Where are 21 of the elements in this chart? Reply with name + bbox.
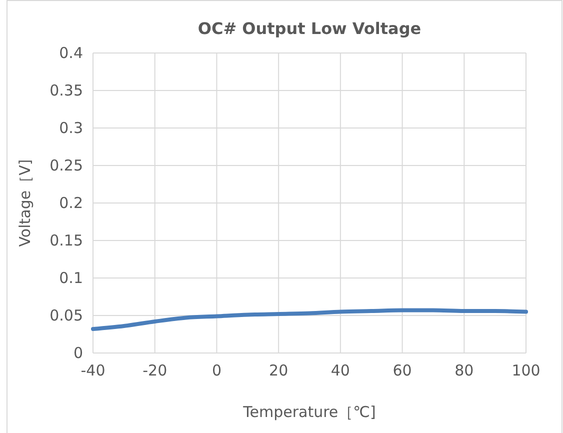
x-tick-label: 0 [212, 362, 222, 380]
x-tick-label: 100 [512, 362, 540, 380]
x-tick-label: -40 [80, 362, 106, 380]
y-tick-label: 0.25 [50, 156, 83, 174]
y-tick-label: 0.15 [50, 231, 83, 250]
x-tick-label: -20 [142, 362, 168, 380]
x-tick-label: 80 [454, 362, 474, 380]
y-tick-label: 0.3 [59, 118, 83, 137]
y-tick-label: 0.4 [59, 44, 83, 62]
chart-title: OC# Output Low Voltage [198, 19, 422, 38]
line-series [91, 308, 528, 331]
x-tick-label: 20 [269, 362, 288, 380]
y-tick-label: 0.1 [59, 268, 83, 287]
y-tick-label: 0 [73, 344, 83, 362]
y-axis-title: Voltage［V] [16, 159, 34, 247]
x-axis-title: Temperature［℃] [242, 403, 376, 421]
x-tick-label: 40 [330, 362, 350, 380]
y-tick-label: 0.05 [50, 306, 83, 324]
y-tick-label: 0.2 [59, 194, 83, 212]
y-tick-label: 0.35 [50, 81, 83, 100]
x-tick-label: 60 [392, 362, 412, 380]
